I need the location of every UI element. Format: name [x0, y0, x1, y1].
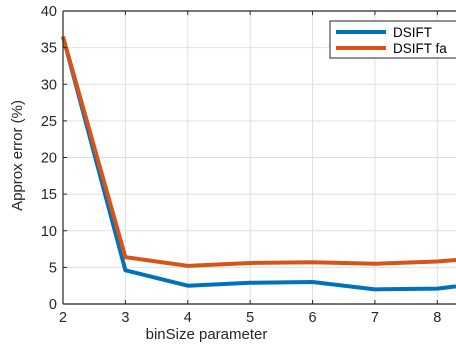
- series-layer: [61, 36, 456, 292]
- x-tick-label-0: 2: [59, 310, 67, 326]
- series-line-0: [61, 36, 456, 292]
- y-tick-label-1: 5: [49, 260, 57, 276]
- x-axis-title: binSize parameter: [146, 326, 268, 343]
- tick-label-layer: 2 3 4 5 6 7 8 0 5 10 15 20 25 30 35 40: [41, 4, 441, 326]
- grid-layer: [62, 10, 456, 305]
- x-tick-label-5: 7: [371, 310, 379, 326]
- y-axis-title: Approx error (%): [9, 100, 26, 211]
- y-tick-label-7: 35: [41, 41, 57, 57]
- x-tick-label-3: 5: [246, 310, 254, 326]
- y-tick-label-3: 15: [41, 187, 57, 203]
- y-tick-label-6: 30: [41, 77, 57, 93]
- x-tick-label-1: 3: [121, 310, 129, 326]
- y-tick-label-5: 25: [41, 114, 57, 130]
- y-tick-label-0: 0: [49, 297, 57, 313]
- x-tick-label-6: 8: [433, 310, 441, 326]
- legend-label-dsift: DSIFT: [393, 25, 432, 40]
- legend: DSIFT DSIFT fa: [329, 20, 456, 59]
- axis-layer: [62, 10, 456, 305]
- x-tick-label-2: 4: [184, 310, 192, 326]
- y-tick-label-4: 20: [41, 151, 57, 167]
- legend-label-dsift-fa: DSIFT fa: [393, 41, 447, 56]
- y-tick-label-8: 40: [41, 4, 57, 20]
- x-tick-label-4: 6: [308, 310, 316, 326]
- y-tick-label-2: 10: [41, 224, 57, 240]
- series-line-1: [61, 36, 456, 268]
- legend-box: [329, 20, 456, 59]
